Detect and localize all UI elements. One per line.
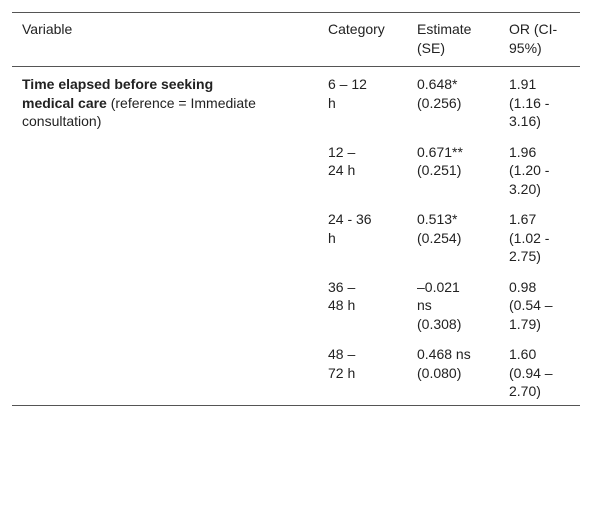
category-cell: 6 – 12 h <box>318 67 407 135</box>
estimate-cell: 0.648* (0.256) <box>407 67 499 135</box>
table-row: 36 – 48 h –0.021 ns (0.308) 0.98 (0.54 – 1… <box>12 270 580 338</box>
table-row: 24 - 36 h 0.513* (0.254) 1.67 (1.02 - 2.75… <box>12 202 580 270</box>
odds-ratio: 1.67 (1.02 - 2.75) <box>509 211 550 264</box>
results-table: Variable Category Estimate (SE) OR (CI-9… <box>12 12 580 406</box>
table-row: 12 – 24 h 0.671** (0.251) 1.96 (1.20 - 3.2… <box>12 135 580 203</box>
odds-ratio-cell: 1.67 (1.02 - 2.75) <box>499 202 580 270</box>
table-row: Time elapsed before seeking medical care… <box>12 67 580 135</box>
header-cell: Variable <box>22 21 73 37</box>
odds-ratio: 0.98 (0.54 – 1.79) <box>509 278 553 332</box>
odds-ratio-cell: 1.91 (1.16 - 3.16) <box>499 67 580 135</box>
odds-ratio: 1.91 (1.16 - 3.16) <box>509 76 550 129</box>
category: 6 – 12 h <box>328 76 367 111</box>
category-cell: 12 – 24 h <box>318 135 407 203</box>
variable-text: Time elapsed before seeking medical care… <box>22 75 258 131</box>
estimate: 0.513* (0.254) <box>417 211 462 246</box>
odds-ratio: 1.96 (1.20 - 3.20) <box>509 143 550 197</box>
estimate: 0.671** (0.251) <box>417 143 463 179</box>
estimate-cell: –0.021 ns (0.308) <box>407 270 499 338</box>
odds-ratio-cell: 1.96 (1.20 - 3.20) <box>499 135 580 203</box>
category: 48 – 72 h <box>328 346 356 381</box>
category-cell: 36 – 48 h <box>318 270 407 338</box>
header-row: Variable Category Estimate (SE) OR (CI-9… <box>12 12 580 67</box>
variable-cell: Time elapsed before seeking medical care… <box>12 67 318 406</box>
table-row: 48 – 72 h 0.468 ns (0.080) 1.60 (0.94 – 2.… <box>12 337 580 405</box>
category-cell: 48 – 72 h <box>318 337 407 405</box>
estimate: 0.648* (0.256) <box>417 76 462 111</box>
odds-ratio: 1.60 (0.94 – 2.70) <box>509 346 553 399</box>
estimate-cell: 0.468 ns (0.080) <box>407 337 499 405</box>
category-cell: 24 - 36 h <box>318 202 407 270</box>
category: 36 – 48 h <box>328 278 356 314</box>
odds-ratio-cell: 1.60 (0.94 – 2.70) <box>499 337 580 405</box>
variable-note: (reference = Immediate consultation) <box>22 94 256 130</box>
table-body: Time elapsed before seeking medical care… <box>12 67 580 406</box>
estimate-cell: 0.671** (0.251) <box>407 135 499 203</box>
odds-ratio-cell: 0.98 (0.54 – 1.79) <box>499 270 580 338</box>
estimate: –0.021 ns (0.308) <box>417 278 462 332</box>
header-cell: Category <box>328 21 385 37</box>
variable-label: Time elapsed before seeking medical care <box>22 76 214 111</box>
header-cell: Estimate (SE) <box>417 21 472 56</box>
category: 24 - 36 h <box>328 211 372 246</box>
category: 12 – 24 h <box>328 143 356 179</box>
header-cell: OR (CI-95%) <box>509 21 558 56</box>
estimate-cell: 0.513* (0.254) <box>407 202 499 270</box>
estimate: 0.468 ns (0.080) <box>417 346 471 381</box>
